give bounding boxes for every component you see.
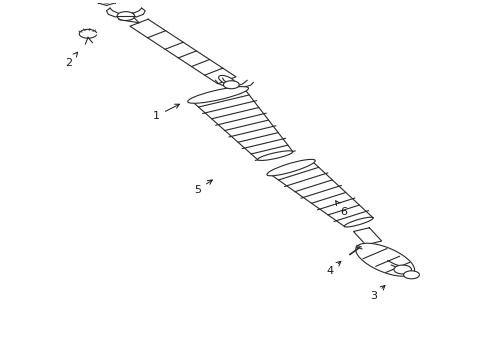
Ellipse shape [266, 159, 315, 176]
Text: 3: 3 [369, 285, 384, 301]
Text: 1: 1 [153, 104, 179, 121]
Polygon shape [191, 89, 292, 160]
Ellipse shape [187, 87, 248, 103]
Circle shape [102, 0, 111, 3]
Polygon shape [353, 228, 381, 245]
Ellipse shape [344, 217, 372, 227]
Text: 4: 4 [325, 261, 340, 276]
Text: 6: 6 [335, 201, 346, 217]
Circle shape [223, 81, 239, 89]
Text: 5: 5 [194, 180, 212, 195]
Ellipse shape [257, 151, 292, 161]
Circle shape [403, 271, 419, 279]
Circle shape [393, 265, 411, 274]
Polygon shape [270, 161, 372, 226]
Circle shape [117, 12, 134, 21]
Text: 2: 2 [65, 52, 78, 68]
Polygon shape [355, 243, 414, 276]
Polygon shape [130, 19, 236, 84]
Ellipse shape [218, 76, 235, 85]
